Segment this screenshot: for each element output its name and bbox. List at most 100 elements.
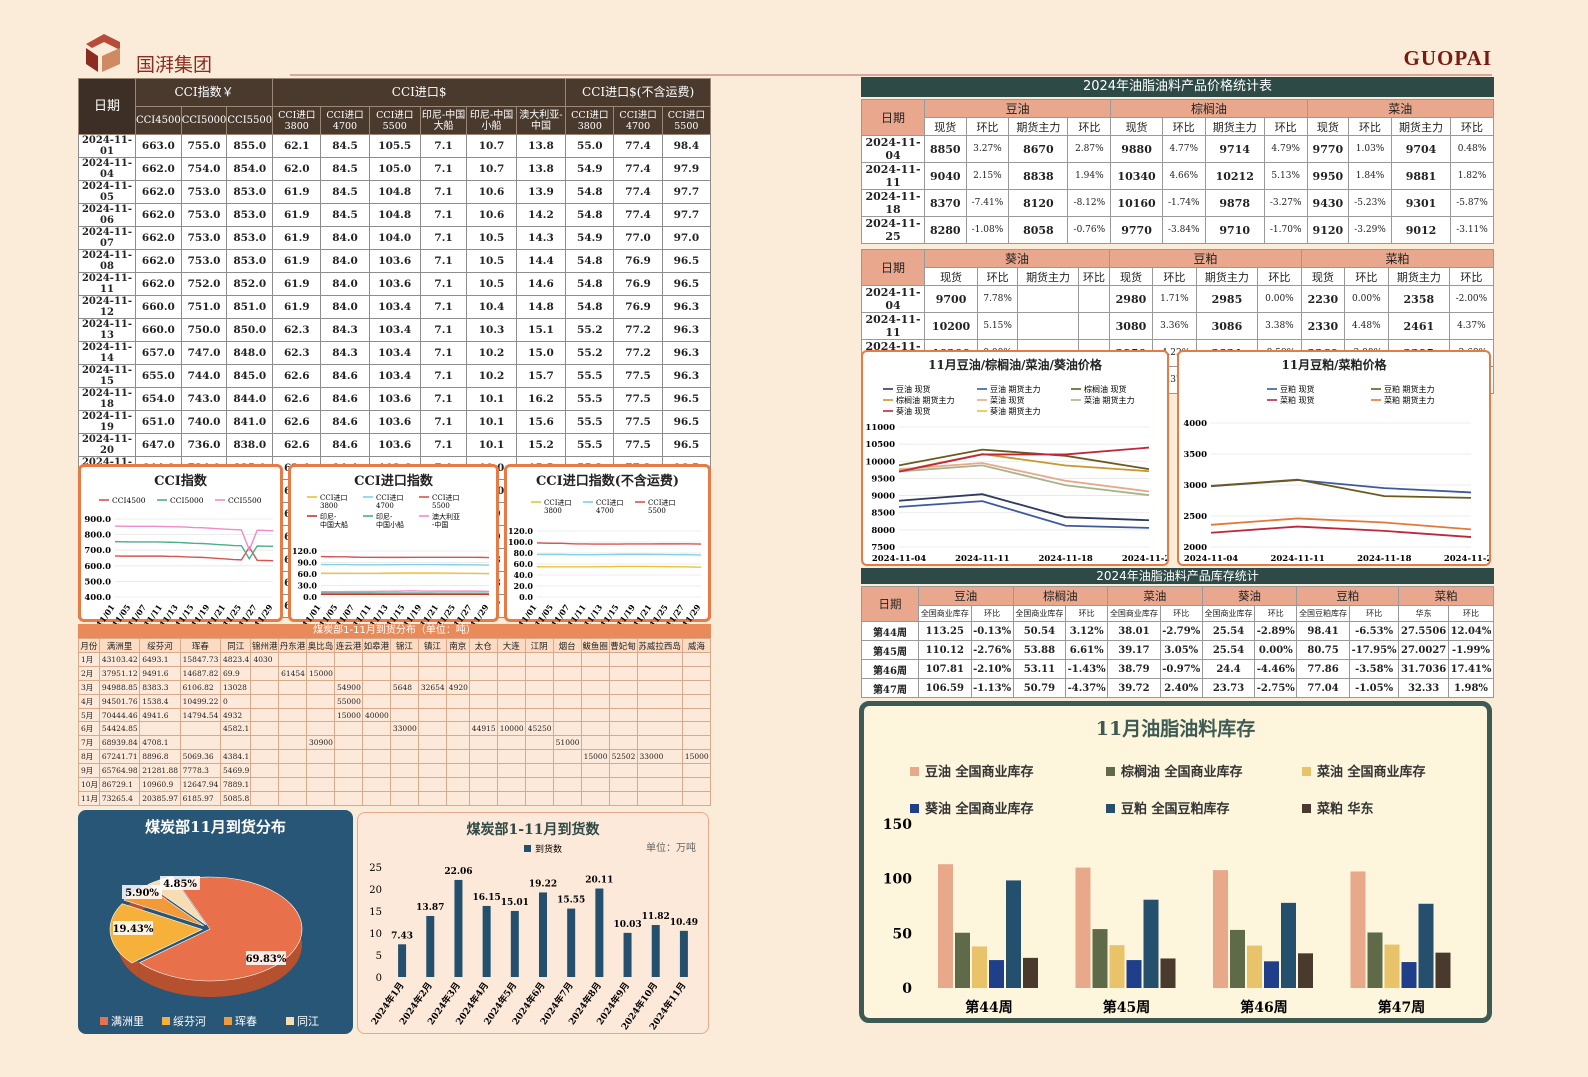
value-cell <box>417 693 447 709</box>
legend-swatch <box>1106 767 1115 776</box>
value-cell <box>250 763 280 779</box>
value-cell: 62.6 <box>272 387 322 411</box>
value-cell <box>580 777 610 792</box>
value-cell: 76.9 <box>613 272 663 296</box>
value-cell <box>496 693 526 709</box>
legend-label: 豆粕 现货 <box>1280 384 1315 394</box>
value-cell: 33000 <box>636 749 683 765</box>
value-cell <box>496 790 526 806</box>
value-cell <box>389 749 419 765</box>
value-cell: 16.2 <box>515 387 567 411</box>
value-cell: 9012 <box>1390 216 1452 244</box>
value-cell <box>278 749 308 765</box>
value-cell: 103.6 <box>368 410 421 434</box>
value-cell <box>445 790 470 806</box>
value-cell: 61.9 <box>272 226 322 250</box>
sub-header: 现货 <box>924 117 967 136</box>
coal-column-header: 锦江 <box>389 638 419 653</box>
value-cell: 10200 <box>923 312 979 340</box>
cci-nofreight-svg: 120.0100.080.060.040.020.00.011/0111/051… <box>508 499 703 629</box>
date-cell: 2024-11-18 <box>861 189 925 217</box>
x-tick-label: 2024-11-25 <box>1122 554 1167 564</box>
coal-column-header: 大连 <box>496 638 526 653</box>
coal-column-header: 江阴 <box>524 638 554 653</box>
value-cell: 753.0 <box>180 249 228 273</box>
sub-header: 现货 <box>1110 117 1163 136</box>
value-cell: -2.79% <box>1159 621 1203 641</box>
table-row: 2024-11-14 657.0 747.0 848.0 62.3 84.3 103.4 7.… <box>78 341 712 365</box>
value-cell: 13.9 <box>515 180 567 204</box>
value-cell <box>524 665 554 681</box>
value-cell <box>552 652 582 667</box>
date-cell: 2024-11-19 <box>78 410 136 434</box>
price-stats-section: 2024年油脂油料产品价格统计表 日期 豆油 棕榈油 菜油 现货 环比 期货主力 环比 现货 环比… <box>861 77 1495 394</box>
value-cell: 0.48% <box>1450 135 1494 163</box>
legend-label: 绥芬河 <box>173 1015 206 1028</box>
value-cell: 77.04 <box>1296 678 1350 698</box>
cci-column-header: CCI进口3800 <box>565 106 615 135</box>
y-tick-label: 20.0 <box>514 581 534 591</box>
value-cell <box>445 665 470 681</box>
value-cell: 14794.54 <box>179 707 222 723</box>
legend-swatch <box>286 1017 294 1025</box>
bar <box>651 924 660 977</box>
value-cell: 13.8 <box>515 157 567 181</box>
value-cell <box>306 763 335 779</box>
value-cell: 50.79 <box>1012 678 1067 698</box>
value-cell: 55.5 <box>565 387 615 411</box>
date-cell: 2024-11-07 <box>78 226 136 250</box>
cci-import-nofreight-chart: CCI进口指数(不含运费) 120.0 100.0 80.0 60.0 40.0 20.0… <box>504 464 711 629</box>
value-cell: 97.9 <box>661 157 712 181</box>
value-cell: 77.4 <box>613 134 663 158</box>
coal-column-header: 丹东港 <box>278 638 308 653</box>
value-cell <box>389 665 419 681</box>
pie-slice-side <box>139 877 302 997</box>
sub-header: 华东 <box>1398 605 1449 622</box>
value-cell <box>361 763 391 779</box>
value-cell <box>468 665 498 681</box>
value-cell: 7.1 <box>419 134 468 158</box>
value-cell <box>333 735 363 751</box>
coal-bar-svg: 2520151050到货数7.432024年1月13.872024年2月22.0… <box>368 843 698 1032</box>
value-cell <box>524 790 554 806</box>
y-tick-label: 15 <box>369 907 382 918</box>
value-cell: 3.05% <box>1159 640 1203 660</box>
value-cell: 1.98% <box>1447 678 1495 698</box>
value-cell: 7.1 <box>419 226 468 250</box>
week-cell: 第44周 <box>861 621 919 641</box>
value-cell: 3.38% <box>1256 312 1303 340</box>
inventory-table-title: 2024年油脂油料产品库存统计 <box>861 568 1494 584</box>
sub-header: 现货 <box>1306 117 1350 136</box>
value-cell: -1.43% <box>1065 659 1109 679</box>
value-cell: 7.1 <box>419 387 468 411</box>
inventory-table: 日期 豆油 棕榈油 菜油 葵油 豆粕 菜粕 全国商业库存 环比 全国商业库存 环比 全国商业库存 环比全… <box>861 586 1495 698</box>
table-row: 2024-11-04 662.0 754.0 854.0 62.0 84.5 105.0 7.… <box>78 157 712 181</box>
value-cell: 24.4 <box>1201 659 1256 679</box>
coal-column-header: 月份 <box>78 638 100 653</box>
value-cell <box>417 652 447 667</box>
value-cell: 53.11 <box>1012 659 1067 679</box>
product-group-header: 菜油 <box>1107 586 1203 606</box>
value-cell <box>608 777 638 792</box>
value-cell: 77.0 <box>613 226 663 250</box>
value-cell: 2.40% <box>1159 678 1203 698</box>
sub-header: 环比 <box>1447 605 1495 622</box>
legend-label: 澳大利亚 <box>432 512 460 521</box>
table-row: 8月 67241.71 8896.8 5069.36 4384.1 15000 52502 3… <box>78 749 712 765</box>
value-cell: -5.23% <box>1348 189 1392 217</box>
value-cell: 853.0 <box>226 249 274 273</box>
date-cell: 2024-11-14 <box>78 341 136 365</box>
value-cell: 1.03% <box>1348 135 1392 163</box>
value-cell: 13.8 <box>515 134 567 158</box>
value-cell <box>361 790 391 806</box>
value-cell: 38.79 <box>1107 659 1161 679</box>
y-tick-label: 90.0 <box>298 558 318 568</box>
table-row: 第47周 106.59 -1.13% 50.79 -4.37% 39.72 2.40% 23.… <box>861 678 1495 698</box>
value-cell <box>552 790 582 806</box>
chart-title: 煤炭部1-11月到货数 <box>466 822 600 838</box>
value-cell: -4.37% <box>1065 678 1109 698</box>
value-cell <box>417 735 447 751</box>
value-cell <box>278 735 308 751</box>
value-cell: 104.0 <box>368 226 421 250</box>
month-cell: 1月 <box>78 652 100 667</box>
